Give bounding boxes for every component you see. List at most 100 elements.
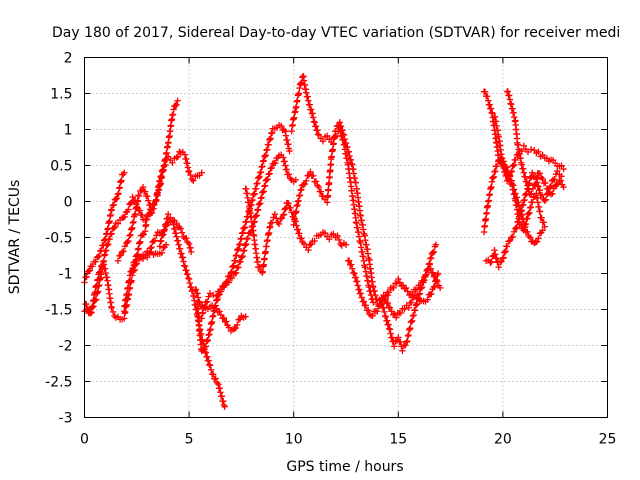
data-point <box>496 258 504 266</box>
x-axis-label: GPS time / hours <box>286 459 403 475</box>
data-point <box>326 236 333 243</box>
data-point <box>521 196 528 204</box>
data-point <box>538 214 545 221</box>
data-point <box>524 228 531 236</box>
data-point <box>220 283 228 291</box>
data-point <box>144 192 151 200</box>
y-tick-label: 0 <box>64 195 73 211</box>
data-point <box>161 226 168 233</box>
data-point <box>400 342 408 350</box>
data-point <box>539 227 546 234</box>
data-point <box>242 219 249 226</box>
data-point <box>553 181 560 188</box>
data-point <box>431 273 439 280</box>
data-point <box>185 275 193 283</box>
data-point <box>217 389 224 396</box>
data-point <box>508 234 515 241</box>
data-point <box>341 135 348 143</box>
data-point <box>234 246 241 254</box>
data-point <box>388 334 396 341</box>
data-point <box>301 180 309 188</box>
data-point <box>305 171 313 179</box>
data-point <box>508 167 516 175</box>
data-point <box>294 226 302 233</box>
data-point <box>153 192 161 200</box>
data-point <box>199 310 206 317</box>
data-point <box>409 290 416 298</box>
data-point <box>253 180 260 188</box>
data-point <box>344 143 351 151</box>
data-point <box>169 111 176 119</box>
data-point <box>310 114 317 121</box>
data-point <box>424 296 431 303</box>
data-point <box>311 237 318 245</box>
data-point <box>108 207 115 214</box>
data-point <box>205 357 212 364</box>
data-point <box>519 201 527 208</box>
data-point <box>342 139 350 147</box>
data-point <box>124 238 131 246</box>
data-point <box>415 295 422 302</box>
data-point <box>109 202 116 209</box>
data-point <box>525 180 532 188</box>
data-point <box>533 179 541 186</box>
data-point <box>426 261 433 268</box>
data-point <box>162 220 170 228</box>
data-point <box>216 384 223 392</box>
data-point <box>531 182 538 189</box>
data-point <box>535 183 542 190</box>
data-point <box>220 397 227 405</box>
data-point <box>268 130 275 137</box>
data-point <box>527 203 534 211</box>
data-point <box>258 163 265 171</box>
data-point <box>358 294 365 301</box>
data-point <box>101 236 108 244</box>
data-point <box>259 188 267 196</box>
data-point <box>229 263 236 271</box>
data-point <box>515 218 522 225</box>
data-point <box>312 178 320 185</box>
data-point <box>201 303 208 311</box>
data-point <box>263 176 270 184</box>
data-point <box>297 80 304 87</box>
data-point <box>337 240 344 248</box>
data-point <box>232 252 240 260</box>
data-point <box>513 194 521 201</box>
data-point <box>542 196 549 203</box>
data-point <box>240 247 248 254</box>
data-point <box>522 173 529 180</box>
data-point <box>526 209 533 217</box>
data-point <box>229 326 237 333</box>
data-point <box>117 251 124 259</box>
data-point <box>300 240 308 248</box>
data-point <box>267 219 274 227</box>
y-tick-label: -1.5 <box>45 303 72 319</box>
data-point <box>220 401 228 409</box>
data-point <box>190 177 197 184</box>
data-point <box>503 243 511 250</box>
data-point <box>262 152 270 159</box>
data-point <box>108 230 115 237</box>
data-point <box>512 190 519 197</box>
data-point <box>155 186 163 193</box>
data-point <box>201 303 209 310</box>
data-point <box>273 215 280 222</box>
data-point <box>194 294 202 301</box>
data-point <box>510 161 518 169</box>
data-point <box>244 235 251 242</box>
plot-frame <box>84 57 608 418</box>
data-point <box>266 135 274 143</box>
data-point <box>305 97 312 104</box>
data-point <box>241 224 249 231</box>
data-point <box>265 141 272 148</box>
data-point <box>241 242 249 249</box>
data-point <box>177 225 184 232</box>
data-point <box>434 270 442 277</box>
data-point <box>155 186 162 194</box>
data-point <box>321 229 329 237</box>
data-point <box>187 244 194 251</box>
data-point <box>209 291 217 299</box>
data-point <box>369 312 376 319</box>
data-point <box>181 263 189 270</box>
data-point <box>488 109 495 116</box>
